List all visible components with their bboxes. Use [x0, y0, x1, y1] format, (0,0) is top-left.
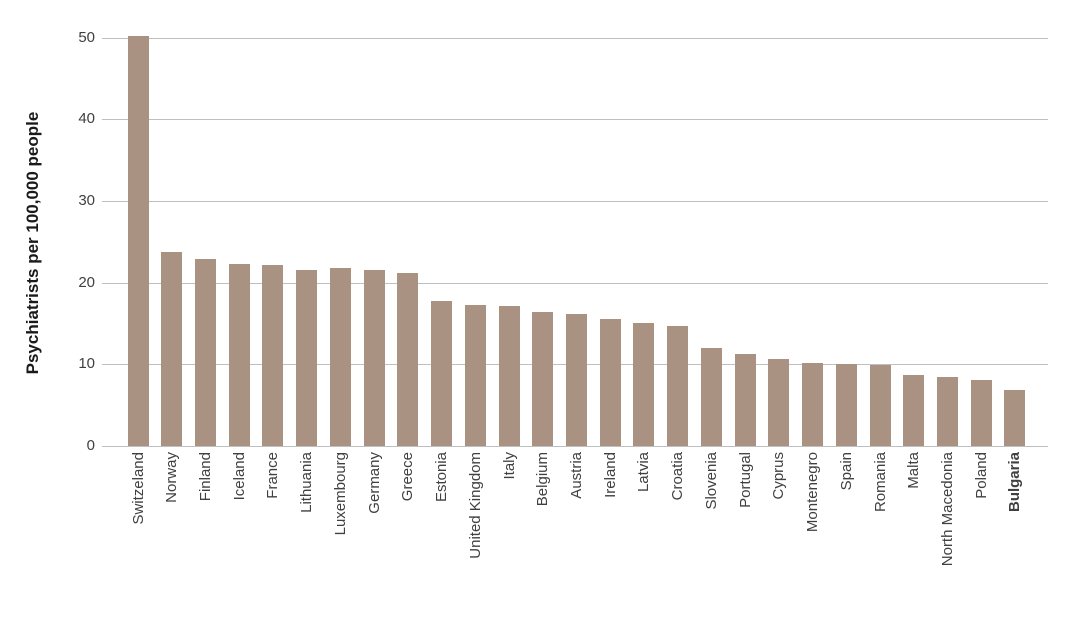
bar — [802, 362, 824, 446]
x-axis-label: Slovenia — [702, 452, 720, 510]
x-axis-label: Ireland — [601, 452, 619, 498]
x-axis-label: Italy — [500, 452, 518, 480]
bar — [194, 258, 216, 446]
x-axis-label: Montenegro — [804, 452, 822, 533]
x-axis-label: Cyprus — [770, 452, 788, 500]
gridline — [102, 119, 1048, 121]
bar — [296, 269, 318, 446]
bar — [262, 265, 284, 446]
x-axis-label: Germany — [365, 452, 383, 514]
bar — [161, 252, 183, 446]
bar — [1004, 390, 1026, 446]
gridline — [102, 446, 1048, 447]
bar — [599, 318, 621, 446]
y-tick-label: 0 — [86, 437, 95, 454]
x-axis-label: United Kingdom — [466, 452, 484, 559]
x-axis-label: Romania — [871, 452, 889, 513]
y-tick-label: 20 — [78, 273, 95, 291]
bar — [633, 322, 655, 446]
bar — [970, 379, 992, 446]
bar — [700, 347, 722, 446]
bar — [498, 306, 520, 446]
x-axis-label: Luxembourg — [331, 452, 349, 536]
y-axis-title: Psychiatrists per 100,000 people — [23, 111, 42, 375]
x-axis-label: Norway — [163, 452, 181, 503]
x-axis-label: Finland — [196, 452, 214, 502]
gridline — [102, 37, 1048, 39]
bar — [228, 263, 250, 446]
bar — [464, 304, 486, 446]
x-axis-label: Estonia — [433, 452, 451, 503]
x-axis-label: Lithuania — [298, 452, 316, 513]
y-tick-label: 10 — [78, 355, 95, 373]
x-axis-label: Iceland — [230, 452, 248, 501]
x-axis-label: Greece — [399, 452, 417, 502]
x-axis-label: Latvia — [635, 452, 653, 493]
y-tick-label: 40 — [78, 110, 95, 128]
bar — [835, 364, 857, 446]
bar — [397, 272, 419, 446]
x-axis-label: Croatia — [669, 452, 687, 501]
x-axis-label: Belgium — [534, 452, 552, 507]
x-axis-label: Malta — [905, 452, 923, 489]
x-axis-label: Switzeland — [129, 452, 147, 525]
bar — [363, 270, 385, 446]
bar — [667, 325, 689, 446]
y-tick-label: 30 — [78, 191, 95, 209]
gridline — [102, 200, 1048, 202]
x-axis-label: France — [264, 452, 282, 499]
bar — [565, 313, 587, 446]
bar — [734, 354, 756, 446]
bar — [329, 267, 351, 446]
x-axis-label: Spain — [837, 452, 855, 491]
x-axis-label: Poland — [972, 452, 990, 499]
y-tick-label: 50 — [78, 28, 95, 46]
x-axis-label: Bulgaria — [1006, 452, 1024, 513]
x-axis-label: North Macedonia — [939, 452, 957, 567]
bar — [903, 374, 925, 446]
bar — [768, 359, 790, 446]
bar — [869, 365, 891, 446]
gridline — [102, 282, 1048, 284]
x-axis-label: Portugal — [736, 452, 754, 508]
x-axis-label: Austria — [567, 452, 585, 499]
bar — [937, 376, 959, 446]
bar — [431, 301, 453, 446]
bar — [127, 35, 149, 446]
bar — [532, 312, 554, 446]
